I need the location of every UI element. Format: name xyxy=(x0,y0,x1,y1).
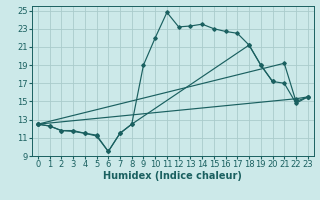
X-axis label: Humidex (Indice chaleur): Humidex (Indice chaleur) xyxy=(103,171,242,181)
